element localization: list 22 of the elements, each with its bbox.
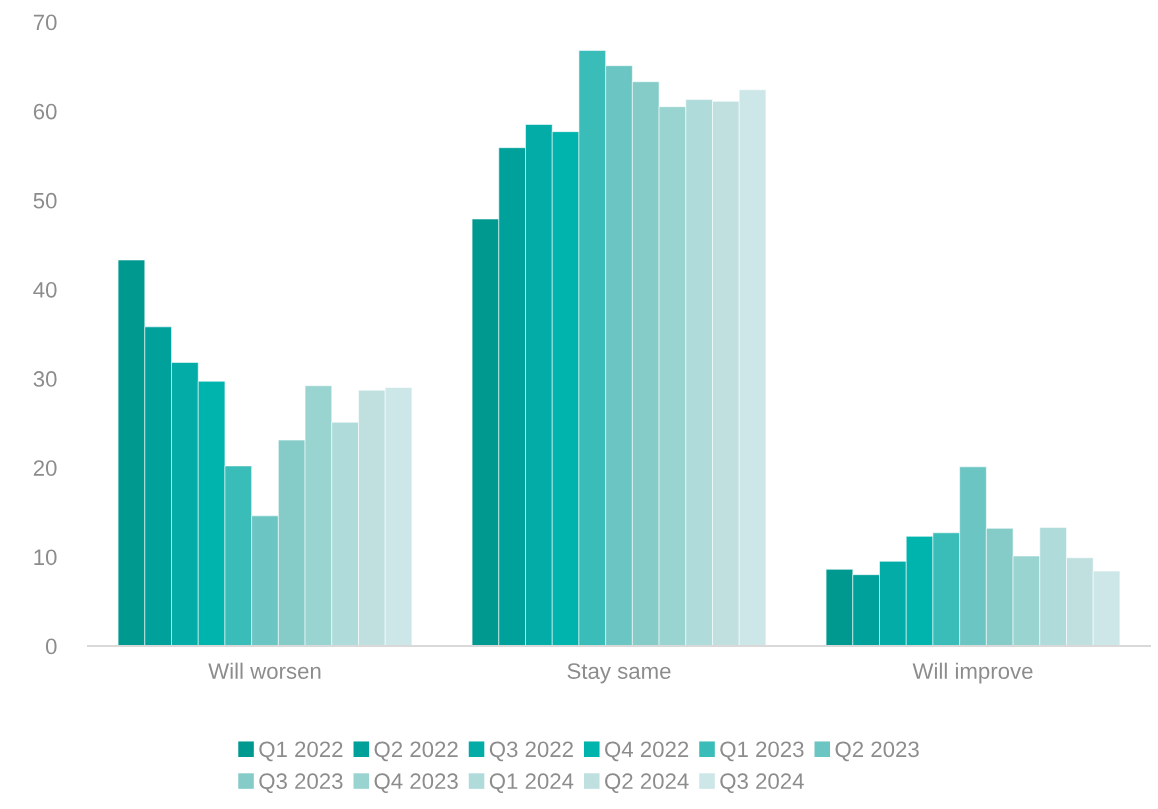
legend-label: Q1 2024 <box>489 773 574 794</box>
legend-label: Q1 2022 <box>259 741 343 762</box>
legend-label: Q3 2023 <box>259 773 343 794</box>
legend-label: Q3 2024 <box>720 773 804 794</box>
y-tick-label: 30 <box>33 371 57 387</box>
legend-label: Q2 2024 <box>605 773 689 794</box>
x-tick-label: Will worsen <box>208 662 321 679</box>
legend-label: Q1 2023 <box>720 741 804 762</box>
legend-label: Q4 2022 <box>605 741 689 762</box>
x-tick-label: Stay same <box>567 663 671 684</box>
y-tick-label: 20 <box>33 460 57 476</box>
y-tick-label: 0 <box>45 638 57 655</box>
y-tick-label: 70 <box>33 14 57 31</box>
legend-label: Q3 2022 <box>489 741 573 762</box>
legend-label: Q2 2023 <box>835 741 919 762</box>
y-tick-label: 10 <box>34 549 57 566</box>
legend-label: Q2 2022 <box>374 741 458 762</box>
y-tick-label: 50 <box>33 192 57 209</box>
y-tick-label: 60 <box>33 103 57 120</box>
legend-label: Q4 2023 <box>374 773 458 794</box>
x-tick-label: Will improve <box>912 662 1033 684</box>
y-tick-label: 40 <box>33 281 57 298</box>
